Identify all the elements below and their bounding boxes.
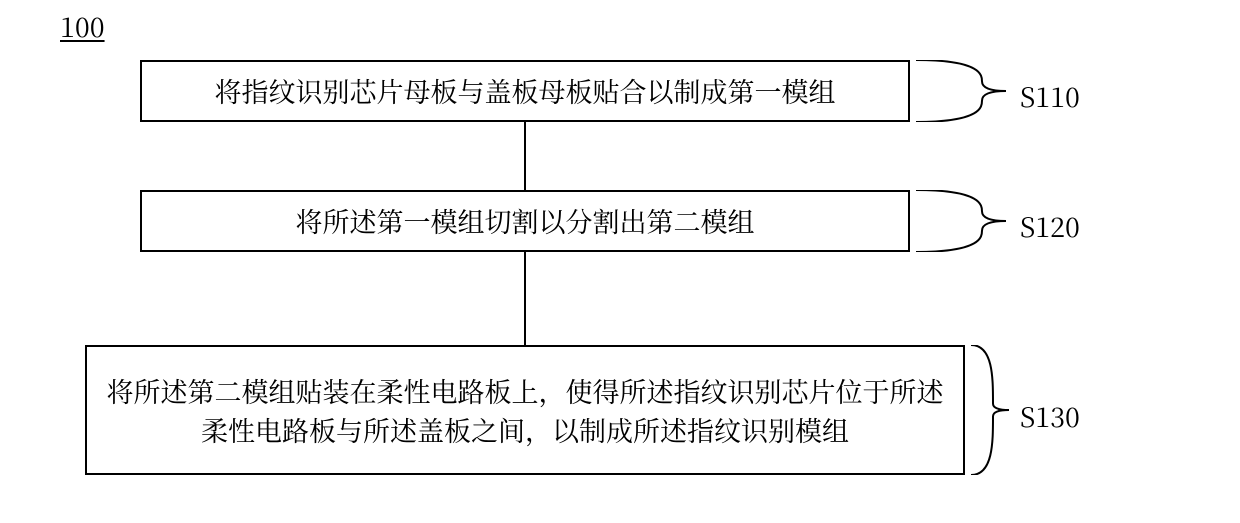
flow-step-s120: 将所述第一模组切割以分割出第二模组	[140, 190, 910, 252]
step-label-s130: S130	[1020, 396, 1080, 435]
step-brace-s110	[916, 60, 1006, 122]
flow-step-text: 将指纹识别芯片母板与盖板母板贴合以制成第一模组	[215, 71, 836, 110]
flow-step-text: 将所述第二模组贴装在柔性电路板上，使得所述指纹识别芯片位于所述柔性电路板与所述盖…	[97, 371, 953, 449]
flow-step-text: 将所述第一模组切割以分割出第二模组	[296, 201, 755, 240]
flow-step-s130: 将所述第二模组贴装在柔性电路板上，使得所述指纹识别芯片位于所述柔性电路板与所述盖…	[85, 345, 965, 475]
step-brace-s130	[971, 345, 1009, 475]
step-label-s110: S110	[1020, 76, 1080, 115]
flowchart-canvas: 100 将指纹识别芯片母板与盖板母板贴合以制成第一模组 将所述第一模组切割以分割…	[0, 0, 1240, 523]
flow-step-s110: 将指纹识别芯片母板与盖板母板贴合以制成第一模组	[140, 60, 910, 122]
step-label-s120: S120	[1020, 206, 1080, 245]
flow-connector-1	[524, 122, 526, 190]
step-brace-s120	[916, 190, 1006, 252]
diagram-title: 100	[60, 6, 105, 45]
flow-connector-2	[524, 252, 526, 345]
